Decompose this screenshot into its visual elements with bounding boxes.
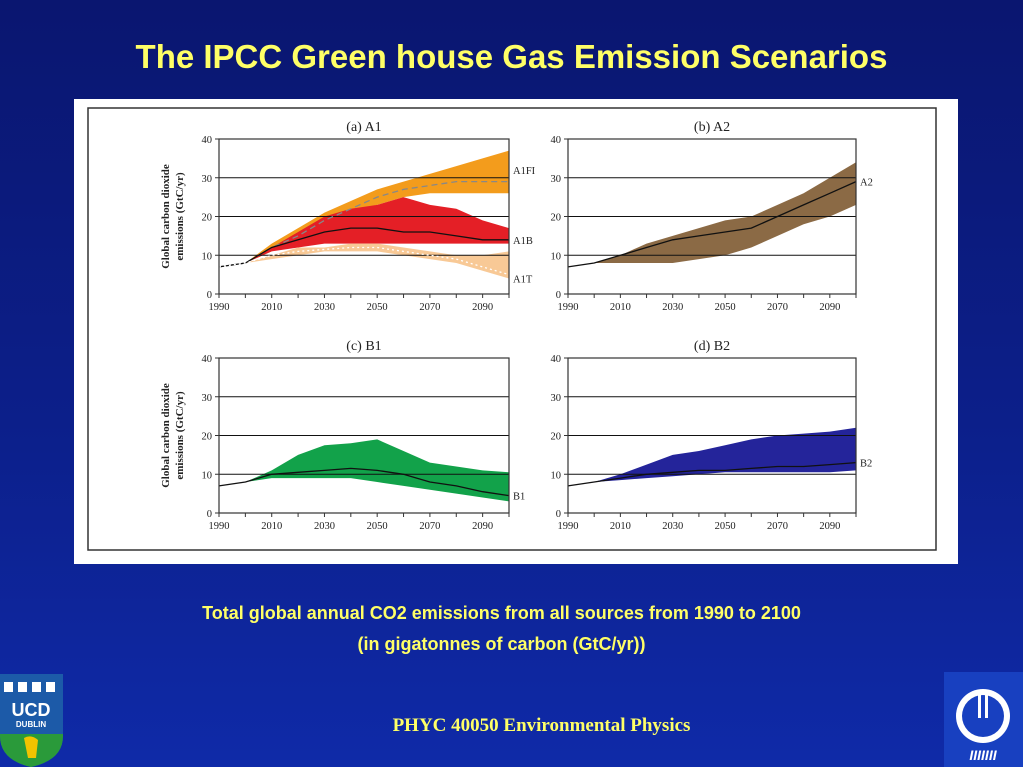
x-tick-label: 2050 <box>367 521 388 532</box>
x-tick-label: 2050 <box>715 302 736 313</box>
x-tick-label: 2070 <box>419 302 440 313</box>
line-b1 <box>218 467 510 497</box>
y-tick-label: 10 <box>202 251 213 262</box>
figure-panel: 0 10 20 30 40 1990 2010 2030 2050 2070 2090 (a) A1 G… <box>74 99 958 564</box>
series-label-b1: B1 <box>513 492 525 503</box>
x-tick-label: 2050 <box>715 521 736 532</box>
line-a1t <box>218 246 510 276</box>
line-a1b <box>218 227 509 268</box>
y-tick-label: 40 <box>202 354 213 365</box>
x-tick-label: 2030 <box>662 521 683 532</box>
course-footer: PHYC 40050 Environmental Physics <box>392 715 691 736</box>
x-tick-label: 2070 <box>767 521 788 532</box>
x-tick-label: 2010 <box>261 521 282 532</box>
chart-title: (a) A1 <box>346 120 381 135</box>
y-tick-label: 30 <box>551 393 562 404</box>
y-tick-label: 10 <box>202 470 213 481</box>
x-tick-label: 2070 <box>767 302 788 313</box>
line-b2 <box>567 461 857 487</box>
x-tick-label: 2090 <box>819 521 840 532</box>
x-tick-label: 2010 <box>261 302 282 313</box>
series-label-a1fi: A1FI <box>513 166 536 177</box>
series-label-b2: B2 <box>860 459 872 470</box>
caption-line-2: (in gigatonnes of carbon (GtC/yr)) <box>357 634 646 654</box>
band-b1 <box>219 439 509 502</box>
ucd-dublin-logo: UCD DUBLIN <box>0 674 63 767</box>
y-tick-label: 0 <box>207 290 212 301</box>
x-tick-label: 1990 <box>209 521 230 532</box>
slide-title: The IPCC Green house Gas Emission Scenar… <box>135 38 888 75</box>
x-tick-label: 2030 <box>662 302 683 313</box>
y-axis-label-line-1: Global carbon dioxide <box>160 164 172 269</box>
x-tick-label: 2030 <box>314 302 335 313</box>
band-a1b <box>219 197 509 267</box>
y-tick-label: 40 <box>202 135 213 146</box>
y-tick-label: 30 <box>551 174 562 185</box>
caption: Total global annual CO2 emissions from a… <box>0 598 1003 660</box>
y-axis-label-line-1: Global carbon dioxide <box>160 383 172 488</box>
y-tick-label: 40 <box>551 354 562 365</box>
y-tick-label: 20 <box>202 213 213 224</box>
x-tick-label: 1990 <box>558 302 579 313</box>
y-tick-label: 0 <box>207 509 212 520</box>
y-tick-label: 30 <box>202 393 213 404</box>
series-label-a1b: A1B <box>513 236 533 247</box>
y-tick-label: 0 <box>556 290 561 301</box>
band-a2 <box>568 162 856 267</box>
chart-title: (d) B2 <box>694 339 730 354</box>
series-label-a1t: A1T <box>513 275 533 286</box>
x-tick-label: 2010 <box>610 302 631 313</box>
logo-left-text-1: UCD <box>12 700 51 720</box>
y-axis-label: Global carbon dioxide emissions (GtC/yr) <box>160 383 186 488</box>
y-axis-label-line-2: emissions (GtC/yr) <box>174 172 186 261</box>
logo-right-text: IIIIIII <box>969 747 997 763</box>
y-tick-label: 20 <box>551 213 562 224</box>
x-tick-label: 2070 <box>419 521 440 532</box>
x-tick-label: 2090 <box>472 302 493 313</box>
y-tick-label: 40 <box>551 135 562 146</box>
chart-title: (c) B1 <box>346 339 381 354</box>
y-tick-label: 10 <box>551 470 562 481</box>
y-tick-label: 0 <box>556 509 561 520</box>
y-tick-label: 20 <box>202 432 213 443</box>
y-tick-label: 20 <box>551 432 562 443</box>
y-axis-label-line-2: emissions (GtC/yr) <box>174 391 186 480</box>
series-label-a2: A2 <box>860 178 873 189</box>
x-tick-label: 2090 <box>472 521 493 532</box>
band-a1t <box>219 243 509 279</box>
logo-left-text-2: DUBLIN <box>16 720 46 729</box>
line-a2 <box>567 181 857 268</box>
x-tick-label: 2090 <box>819 302 840 313</box>
x-tick-label: 2050 <box>367 302 388 313</box>
x-tick-label: 1990 <box>209 302 230 313</box>
y-tick-label: 10 <box>551 251 562 262</box>
figure-frame <box>87 107 937 551</box>
x-tick-label: 1990 <box>558 521 579 532</box>
chart-title: (b) A2 <box>694 120 730 135</box>
institute-logo: IIIIIII <box>944 672 1023 767</box>
y-axis-label: Global carbon dioxide emissions (GtC/yr) <box>160 164 186 269</box>
x-tick-label: 2030 <box>314 521 335 532</box>
caption-line-1: Total global annual CO2 emissions from a… <box>202 603 801 623</box>
y-tick-label: 30 <box>202 174 213 185</box>
x-tick-label: 2010 <box>610 521 631 532</box>
band-b2 <box>568 427 856 486</box>
